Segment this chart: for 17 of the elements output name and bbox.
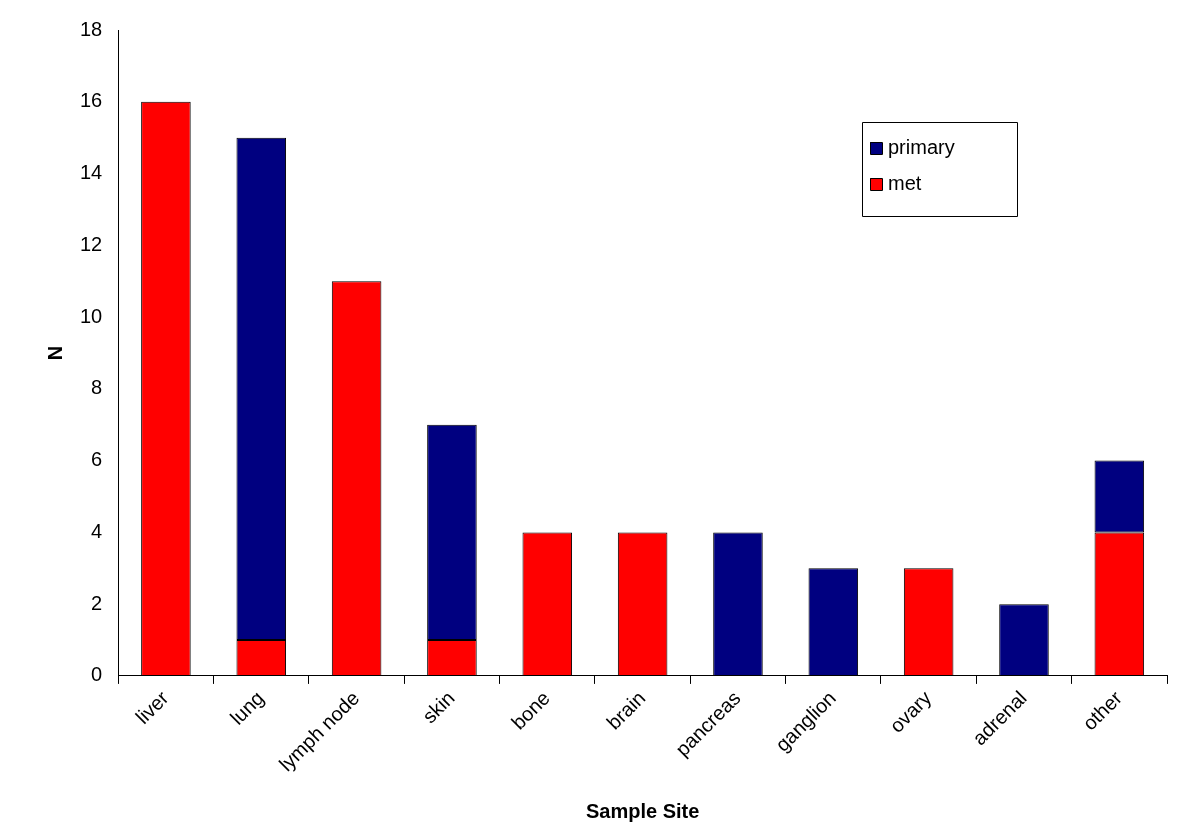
- y-tick-label: 18: [80, 17, 103, 40]
- y-tick-label: 10: [80, 304, 103, 327]
- legend-label: met: [888, 171, 922, 194]
- legend-label: primary: [888, 135, 955, 158]
- y-tick-label: 14: [80, 161, 103, 184]
- x-tick-label: lung: [225, 686, 268, 729]
- y-tick-label: 4: [91, 519, 103, 542]
- y-tick-label: 12: [80, 232, 103, 255]
- y-tick-label: 6: [91, 448, 103, 471]
- x-tick-label: liver: [131, 686, 173, 729]
- x-axis-title: Sample Site: [585, 799, 700, 822]
- y-tick-label: 2: [91, 591, 103, 614]
- x-tick-label: skin: [417, 686, 459, 728]
- y-axis-title: N: [43, 345, 66, 361]
- y-tick-label: 8: [91, 376, 103, 399]
- y-tick-label: 0: [91, 663, 103, 686]
- y-tick-label: 16: [80, 89, 103, 112]
